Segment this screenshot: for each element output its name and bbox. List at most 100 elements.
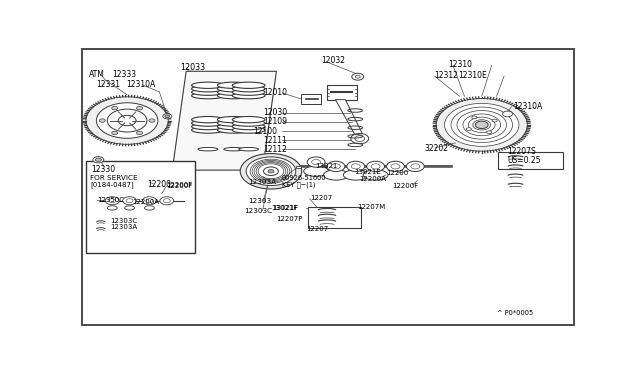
Text: 12100: 12100 [253,126,278,136]
Text: 12200: 12200 [387,170,409,176]
Text: 12030: 12030 [264,108,287,117]
Text: 12310E: 12310E [458,71,487,80]
Circle shape [391,164,400,169]
Ellipse shape [232,82,265,89]
Ellipse shape [224,147,244,151]
Circle shape [445,103,519,146]
Ellipse shape [232,124,265,130]
Ellipse shape [218,93,250,99]
Bar [308,207,361,228]
Circle shape [352,73,364,80]
Text: 13021F: 13021F [273,205,299,211]
Ellipse shape [364,170,388,180]
Circle shape [95,158,101,161]
Circle shape [97,103,158,138]
Circle shape [332,164,340,169]
Ellipse shape [191,124,225,130]
Text: 32202: 32202 [425,144,449,153]
Ellipse shape [232,120,265,126]
Text: 12207M: 12207M [356,204,385,210]
Ellipse shape [324,170,348,180]
Text: 12032: 12032 [321,56,346,65]
Text: 12303A: 12303A [110,224,137,230]
Text: 12312: 12312 [435,71,458,80]
Text: 13021E: 13021E [354,169,381,175]
Circle shape [136,106,143,110]
Circle shape [99,119,106,122]
Bar [498,152,563,169]
Text: 12303A: 12303A [249,179,276,185]
Circle shape [109,199,116,203]
Circle shape [163,199,170,203]
Circle shape [367,161,385,171]
Text: 12200F: 12200F [392,183,419,189]
Ellipse shape [218,116,250,123]
Circle shape [240,154,301,189]
Text: 12310A: 12310A [513,102,542,111]
Text: 12200A: 12200A [132,199,159,205]
Circle shape [118,115,136,126]
Circle shape [112,106,118,110]
Ellipse shape [232,116,265,123]
Circle shape [108,109,147,132]
Text: [0184-0487]: [0184-0487] [90,182,134,188]
Bar [301,94,321,104]
Circle shape [411,164,420,169]
Text: 12303: 12303 [249,198,272,204]
Circle shape [307,157,325,167]
Bar [296,166,301,168]
Circle shape [136,131,143,135]
Ellipse shape [232,127,265,133]
Text: 00926-51600: 00926-51600 [282,176,326,182]
Ellipse shape [191,116,225,123]
Bar [326,85,357,100]
Ellipse shape [232,86,265,92]
Circle shape [126,199,133,203]
Circle shape [476,121,488,129]
Text: 12330: 12330 [91,165,115,174]
Circle shape [406,161,424,171]
Text: 12350C: 12350C [97,197,124,203]
Circle shape [351,134,369,144]
Ellipse shape [191,93,225,99]
Text: 12111: 12111 [264,136,287,145]
Ellipse shape [218,89,250,95]
Text: 12331: 12331 [96,80,120,89]
Polygon shape [335,100,364,136]
Text: 12207: 12207 [306,226,328,232]
Ellipse shape [304,166,328,176]
Ellipse shape [125,206,134,210]
Circle shape [436,99,527,151]
Circle shape [312,160,321,165]
Text: 12200A: 12200A [359,176,386,182]
Circle shape [502,111,513,117]
Circle shape [165,115,170,118]
Circle shape [387,161,404,171]
Text: 12333: 12333 [112,70,136,79]
Bar [86,161,195,253]
Text: ^ P0*0005: ^ P0*0005 [497,310,533,316]
Ellipse shape [232,89,265,95]
Ellipse shape [218,127,250,133]
Circle shape [160,197,173,205]
Circle shape [106,197,119,205]
Text: 12109: 12109 [264,118,287,126]
Ellipse shape [344,170,368,180]
Ellipse shape [191,127,225,133]
Text: 12207: 12207 [310,195,333,201]
Ellipse shape [218,120,250,126]
Text: 12303C: 12303C [110,218,137,224]
Circle shape [163,114,172,119]
Ellipse shape [191,86,225,92]
Text: 12200F: 12200F [166,182,193,188]
Ellipse shape [191,120,225,126]
Circle shape [264,167,278,176]
Ellipse shape [191,89,225,95]
Ellipse shape [218,124,250,130]
Circle shape [112,131,118,135]
Text: 13021F: 13021F [271,205,298,211]
Text: 12207S: 12207S [508,147,536,156]
Ellipse shape [218,82,250,89]
Ellipse shape [232,93,265,99]
Text: 12010: 12010 [264,88,287,97]
